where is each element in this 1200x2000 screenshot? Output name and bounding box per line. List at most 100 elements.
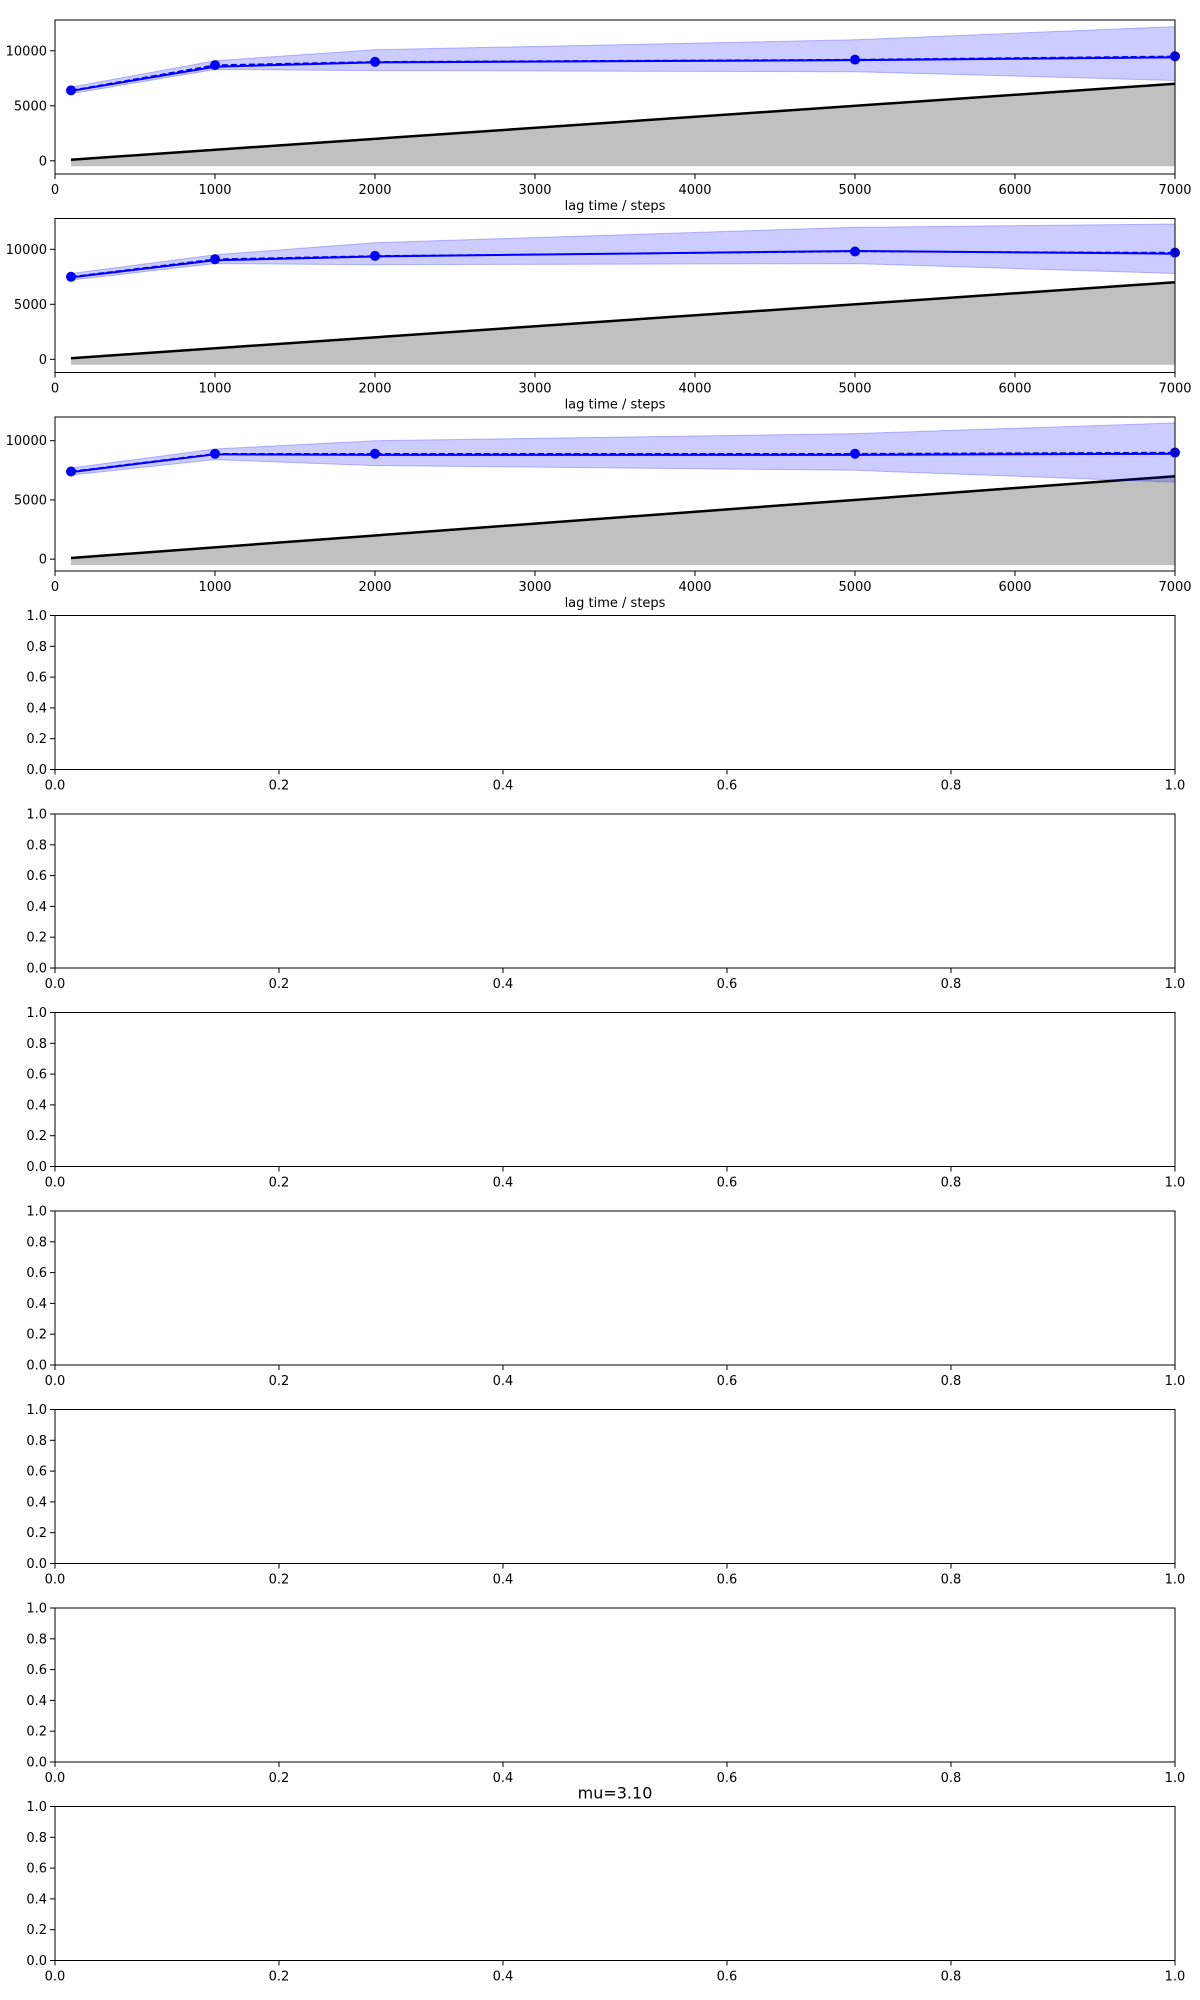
x-tick-label: 1.0: [1165, 1573, 1186, 1588]
x-tick-label: 4000: [678, 382, 711, 397]
data-point: [66, 271, 76, 282]
plot-area: [55, 814, 1175, 968]
axes-frame: [54, 1806, 1176, 1961]
data-point: [370, 56, 380, 67]
data-point: [210, 60, 220, 71]
x-tick-label: 0.8: [941, 1771, 962, 1786]
reference-fill: [71, 83, 1175, 167]
subplot-4: 0.0 0.2 0.4 0.6 0.8 1.0 0.0 0.2 0.4 0.6 0.8 1.0: [26, 609, 1185, 794]
x-tick-label: 0.0: [45, 1573, 66, 1588]
axes-frame: [54, 19, 1176, 175]
y-tick-label: 0.4: [26, 900, 47, 915]
x-tick-label: 0.6: [717, 779, 738, 794]
y-tick-label: 0.2: [26, 1923, 47, 1938]
x-tick-label: 0.4: [493, 779, 514, 794]
subplot-7: 0.0 0.2 0.4 0.6 0.8 1.0 0.0 0.2 0.4 0.6 0.8 1.0: [26, 1205, 1185, 1390]
x-axis-label: lag time / steps: [565, 398, 666, 413]
y-tick-label: 0.4: [26, 1694, 47, 1709]
x-tick-label: 0.4: [493, 1970, 514, 1985]
x-tick-label: 5000: [838, 382, 871, 397]
axes-frame: [54, 1607, 1176, 1763]
subplot-3: 0 1000 2000 3000 4000 5000 6000 7000 0 5000 10000 l…: [6, 416, 1192, 611]
y-tick-label: 5000: [14, 493, 47, 508]
y-tick-label: 0.4: [26, 1495, 47, 1510]
y-tick-label: 0.8: [26, 1632, 47, 1647]
x-tick-label: 1000: [198, 183, 231, 198]
y-tick-label: 0.0: [26, 1557, 47, 1572]
x-tick-label: 3000: [518, 382, 551, 397]
y-tick-label: 0.8: [26, 640, 47, 655]
subplot-1: 0 1000 2000 3000 4000 5000 6000 7000 0 5000 10000 l…: [6, 19, 1192, 214]
subplot-5: 0.0 0.2 0.4 0.6 0.8 1.0 0.0 0.2 0.4 0.6 0.8 1.0: [26, 808, 1185, 993]
y-tick-label: 0.2: [26, 1725, 47, 1740]
x-tick-label: 6000: [998, 580, 1031, 595]
y-tick-label: 1.0: [26, 1800, 47, 1815]
subplot-9: 0.0 0.2 0.4 0.6 0.8 1.0 0.0 0.2 0.4 0.6 0.8 1.0: [26, 1602, 1185, 1787]
x-tick-label: 0.4: [493, 1374, 514, 1389]
y-tick-label: 1.0: [26, 1403, 47, 1418]
x-tick-label: 0.6: [717, 977, 738, 992]
x-tick-label: 0.0: [45, 1176, 66, 1191]
x-tick-label: 3000: [518, 183, 551, 198]
reference-line: [70, 474, 1176, 560]
x-tick-label: 0.4: [493, 1573, 514, 1588]
y-tick-label: 0.0: [26, 1160, 47, 1175]
x-axis-label: lag time / steps: [565, 596, 666, 611]
reference-fill: [71, 282, 1175, 365]
reference-line: [70, 82, 1176, 161]
y-tick-label: 10000: [6, 44, 47, 59]
plot-area: [55, 1012, 1175, 1167]
x-tick-label: 6000: [998, 183, 1031, 198]
plot-area: [55, 1211, 1175, 1365]
x-tick-label: 1.0: [1165, 1970, 1186, 1985]
y-tick-label: 0.4: [26, 701, 47, 716]
data-point: [370, 250, 380, 261]
x-tick-label: 0.0: [45, 1771, 66, 1786]
x-tick-label: 0.6: [717, 1771, 738, 1786]
y-tick-label: 0: [39, 553, 47, 568]
x-tick-label: 1000: [198, 382, 231, 397]
data-point: [850, 246, 860, 257]
x-tick-label: 0.2: [269, 1374, 290, 1389]
y-tick-label: 0.8: [26, 1831, 47, 1846]
subplot-title: mu=3.10: [578, 1784, 653, 1803]
axes-frame: [54, 1409, 1176, 1564]
x-tick-label: 0.2: [269, 779, 290, 794]
x-tick-label: 4000: [678, 183, 711, 198]
x-tick-label: 0.2: [269, 977, 290, 992]
x-tick-label: 1.0: [1165, 977, 1186, 992]
x-tick-label: 4000: [678, 580, 711, 595]
data-point: [370, 448, 380, 459]
y-tick-label: 0.8: [26, 1434, 47, 1449]
y-tick-label: 0.0: [26, 763, 47, 778]
x-tick-label: 1000: [198, 580, 231, 595]
y-tick-label: 5000: [14, 99, 47, 114]
y-tick-label: 0.2: [26, 1129, 47, 1144]
x-tick-label: 0.8: [941, 1970, 962, 1985]
x-tick-label: 0.8: [941, 977, 962, 992]
x-tick-label: 5000: [838, 183, 871, 198]
reference-line: [70, 281, 1176, 360]
x-tick-label: 0.4: [493, 977, 514, 992]
y-tick-label: 0.2: [26, 1328, 47, 1343]
axes-frame: [54, 615, 1176, 770]
x-tick-label: 0: [51, 382, 59, 397]
x-tick-label: 0.4: [493, 1771, 514, 1786]
subplot-6: 0.0 0.2 0.4 0.6 0.8 1.0 0.0 0.2 0.4 0.6 0.8 1.0: [26, 1006, 1185, 1191]
y-tick-label: 1.0: [26, 808, 47, 823]
x-tick-label: 3000: [518, 580, 551, 595]
y-tick-label: 0.6: [26, 1465, 47, 1480]
subplot-10: 0.0 0.2 0.4 0.6 0.8 1.0 0.0 0.2 0.4 0.6 0.8 1.0 mu=3…: [26, 1784, 1185, 1985]
y-tick-label: 0.0: [26, 1756, 47, 1771]
data-point: [66, 466, 76, 477]
x-tick-label: 5000: [838, 580, 871, 595]
axes-frame: [54, 416, 1176, 572]
y-tick-label: 0.2: [26, 1526, 47, 1541]
y-tick-label: 0.6: [26, 869, 47, 884]
x-tick-label: 0.4: [493, 1176, 514, 1191]
y-tick-label: 1.0: [26, 1006, 47, 1021]
x-tick-label: 0.0: [45, 1374, 66, 1389]
y-tick-label: 10000: [6, 243, 47, 258]
y-tick-label: 0.6: [26, 1862, 47, 1877]
